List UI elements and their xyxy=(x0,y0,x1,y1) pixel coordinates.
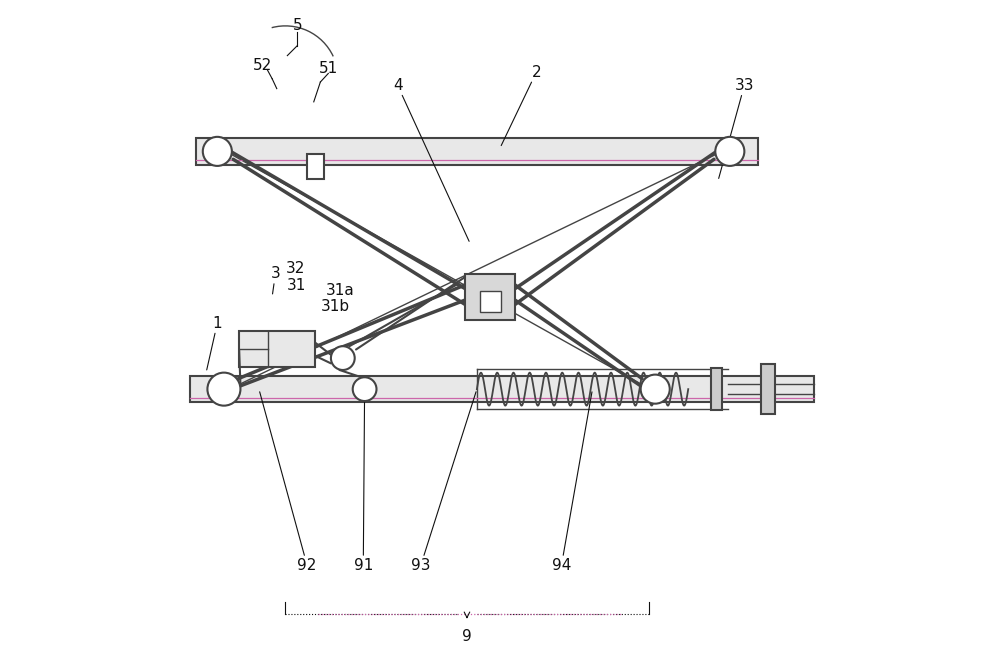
Text: 94: 94 xyxy=(552,392,592,573)
Text: 31b: 31b xyxy=(320,299,349,314)
Bar xyxy=(307,154,324,179)
Circle shape xyxy=(203,137,232,166)
Text: 9: 9 xyxy=(462,629,472,644)
Bar xyxy=(480,291,501,312)
Text: 3: 3 xyxy=(271,266,280,294)
Text: 52: 52 xyxy=(253,58,272,73)
Circle shape xyxy=(641,374,670,404)
Text: 91: 91 xyxy=(354,392,373,573)
Text: 4: 4 xyxy=(393,78,469,241)
Circle shape xyxy=(207,372,240,406)
Text: 33: 33 xyxy=(719,78,754,178)
Text: 32: 32 xyxy=(286,262,305,276)
Bar xyxy=(239,331,315,368)
Text: 92: 92 xyxy=(260,392,317,573)
Text: 93: 93 xyxy=(411,392,476,573)
Bar xyxy=(711,368,722,410)
Circle shape xyxy=(331,346,355,370)
Text: 51: 51 xyxy=(319,61,338,77)
Bar xyxy=(190,376,814,402)
Text: 1: 1 xyxy=(207,316,222,370)
Circle shape xyxy=(715,137,744,166)
Text: 2: 2 xyxy=(501,65,541,146)
Bar xyxy=(196,138,758,165)
Text: 5: 5 xyxy=(292,19,302,33)
Circle shape xyxy=(353,377,376,401)
Bar xyxy=(465,274,515,320)
Text: 31: 31 xyxy=(287,278,306,293)
Bar xyxy=(761,364,775,414)
Text: 31a: 31a xyxy=(326,282,355,298)
